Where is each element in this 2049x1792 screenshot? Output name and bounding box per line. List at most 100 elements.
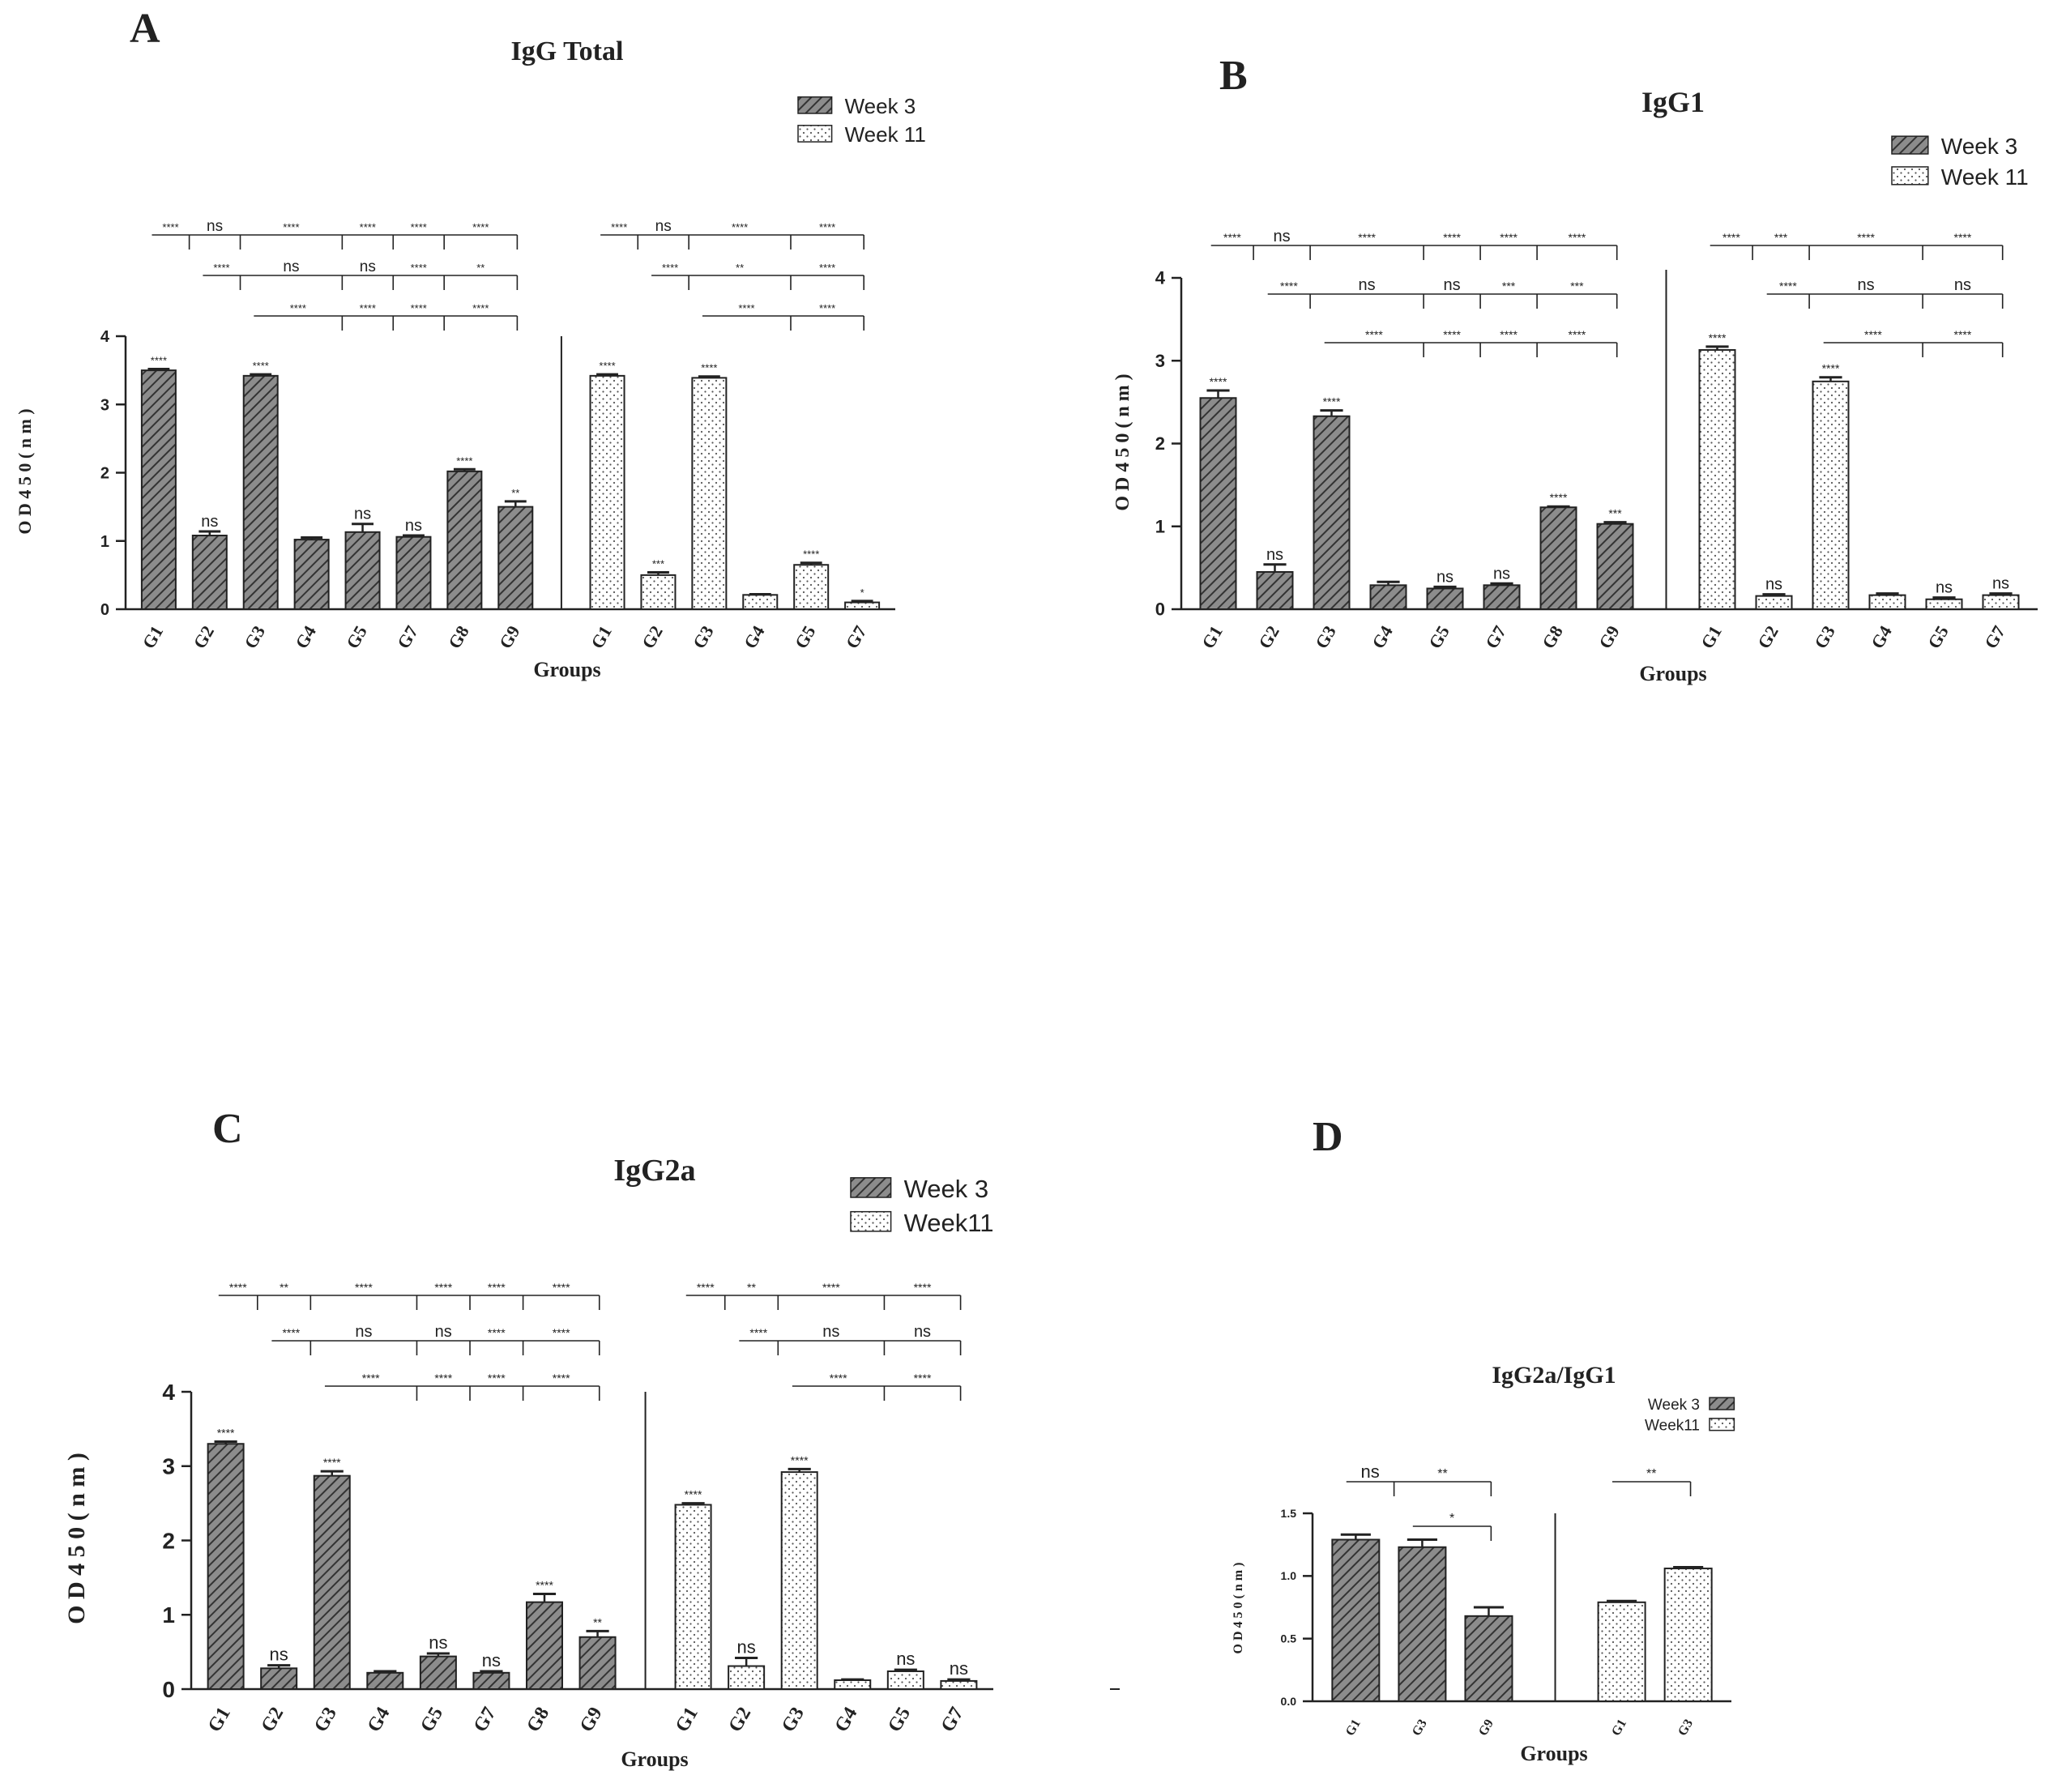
bar-significance-label: ns (1266, 546, 1283, 564)
comparison-bracket: **** ** **** **** (685, 1281, 962, 1310)
comparison-label: ** (736, 262, 744, 274)
bar-rect (940, 1679, 978, 1690)
bar-significance-label: ns (354, 506, 371, 523)
comparison-label: **** (662, 262, 678, 274)
x-tick-label: G5 (342, 622, 371, 652)
comparison-label: ns (1359, 276, 1376, 294)
bar: **** (1539, 491, 1577, 610)
bar: ns (1755, 576, 1793, 611)
comparison-label: ns (1274, 228, 1291, 245)
comparison-bracket: **** ns ns (1766, 276, 2004, 309)
comparison-label: ** (1646, 1467, 1656, 1481)
legend-entry: Week11 (850, 1209, 993, 1237)
bar-significance-label: ns (201, 513, 218, 531)
bar: ns (1925, 579, 1963, 610)
comparison-label: ns (1444, 276, 1461, 294)
x-tick-label: G4 (740, 622, 769, 652)
bar (1464, 1606, 1513, 1702)
x-tick-label: G3 (1311, 622, 1340, 652)
x-tick-label: G9 (1594, 622, 1624, 652)
comparison-bracket: **** ns **** **** **** **** (1210, 228, 1618, 260)
bar-rect (640, 574, 677, 610)
y-tick-label: 4 (100, 328, 110, 346)
x-tick-label: G7 (937, 1704, 968, 1736)
bar: ns (1982, 575, 2020, 610)
comparison-label: * (1449, 1512, 1454, 1525)
bar-rect (844, 601, 881, 611)
bar: ns (419, 1632, 457, 1691)
comparison-label: **** (360, 221, 376, 233)
y-axis-title: O D 4 5 0 ( n m ) (1112, 373, 1133, 510)
bar-significance-label: ns (896, 1649, 915, 1669)
bar-rect (1256, 570, 1294, 610)
bar-significance-label: ns (429, 1632, 447, 1653)
comparison-label: ** (1437, 1467, 1447, 1481)
comparison-label: **** (488, 1326, 506, 1339)
x-tick-label: G5 (884, 1704, 915, 1736)
legend-entry: Week 11 (1891, 164, 2029, 190)
bar: ns (191, 513, 228, 611)
comparison-label: **** (819, 221, 835, 233)
comparison-label: ns (283, 258, 299, 275)
comparison-label: **** (1779, 279, 1797, 292)
legend-swatch (1891, 135, 1929, 155)
x-tick-label: G3 (1410, 1717, 1430, 1739)
bar: **** (793, 548, 830, 610)
bar-significance-label: **** (536, 1579, 553, 1592)
x-tick-label: G9 (495, 622, 524, 652)
x-axis-title: Groups (533, 658, 600, 681)
bar: ** (497, 487, 534, 610)
bar-significance-label: ns (1436, 568, 1454, 586)
bar-rect (886, 1670, 924, 1690)
x-tick-label: G3 (1810, 622, 1839, 652)
comparison-label: **** (1500, 328, 1518, 341)
bar-rect (1313, 415, 1351, 610)
bar-rect (242, 374, 279, 610)
bar: **** (1313, 395, 1351, 610)
bar: ns (1426, 568, 1464, 610)
x-tick-label: G1 (1197, 622, 1227, 652)
bar-significance-label: ns (1992, 575, 2009, 593)
bar-significance-label: ns (950, 1658, 968, 1679)
comparison-label: **** (1223, 231, 1241, 244)
bar: **** (313, 1456, 351, 1690)
x-tick-label: G4 (1368, 622, 1397, 652)
x-axis-title: Groups (621, 1747, 688, 1771)
legend-entry: Week 11 (797, 122, 926, 147)
x-tick-label: G5 (416, 1704, 447, 1736)
chart-title: IgG2a/IgG1 (1492, 1362, 1616, 1389)
bar: * (844, 587, 881, 611)
comparison-label: ** (280, 1281, 288, 1294)
legend-swatch (850, 1210, 892, 1232)
x-tick-label: G9 (576, 1704, 607, 1736)
comparison-label: **** (434, 1281, 452, 1294)
y-tick-label: 0.0 (1281, 1695, 1297, 1708)
comparison-label: **** (290, 302, 306, 314)
bar-significance-label: **** (1550, 491, 1568, 504)
bar-rect (446, 470, 483, 610)
comparison-label: ns (207, 218, 223, 235)
bar-significance-label: ns (482, 1650, 501, 1670)
legend-entry: Week 3 (850, 1175, 988, 1203)
bar-significance-label: **** (253, 360, 269, 372)
bar-significance-label: **** (1323, 395, 1341, 408)
y-tick-label: 0 (1155, 599, 1165, 620)
bar-rect (742, 594, 779, 610)
x-tick-label: G5 (791, 622, 820, 652)
x-tick-label: G8 (1538, 622, 1567, 652)
comparison-bracket: **** **** **** **** (1324, 328, 1618, 357)
comparison-bracket: **** ns ns **** **** (271, 1323, 600, 1355)
x-tick-label: G3 (240, 622, 269, 652)
comparison-label: **** (282, 1326, 300, 1339)
bar: **** (207, 1426, 245, 1690)
comparison-label: **** (1864, 328, 1882, 341)
comparison-label: *** (1570, 279, 1584, 292)
bar-significance-label: ns (737, 1636, 756, 1657)
bar-rect (780, 1471, 818, 1690)
legend-label: Week 11 (1941, 164, 2029, 190)
bar-rect (1369, 584, 1407, 610)
comparison-label: **** (472, 221, 489, 233)
x-tick-label: G2 (189, 622, 218, 652)
comparison-label: **** (362, 1372, 380, 1385)
bar-rect (1925, 598, 1963, 610)
